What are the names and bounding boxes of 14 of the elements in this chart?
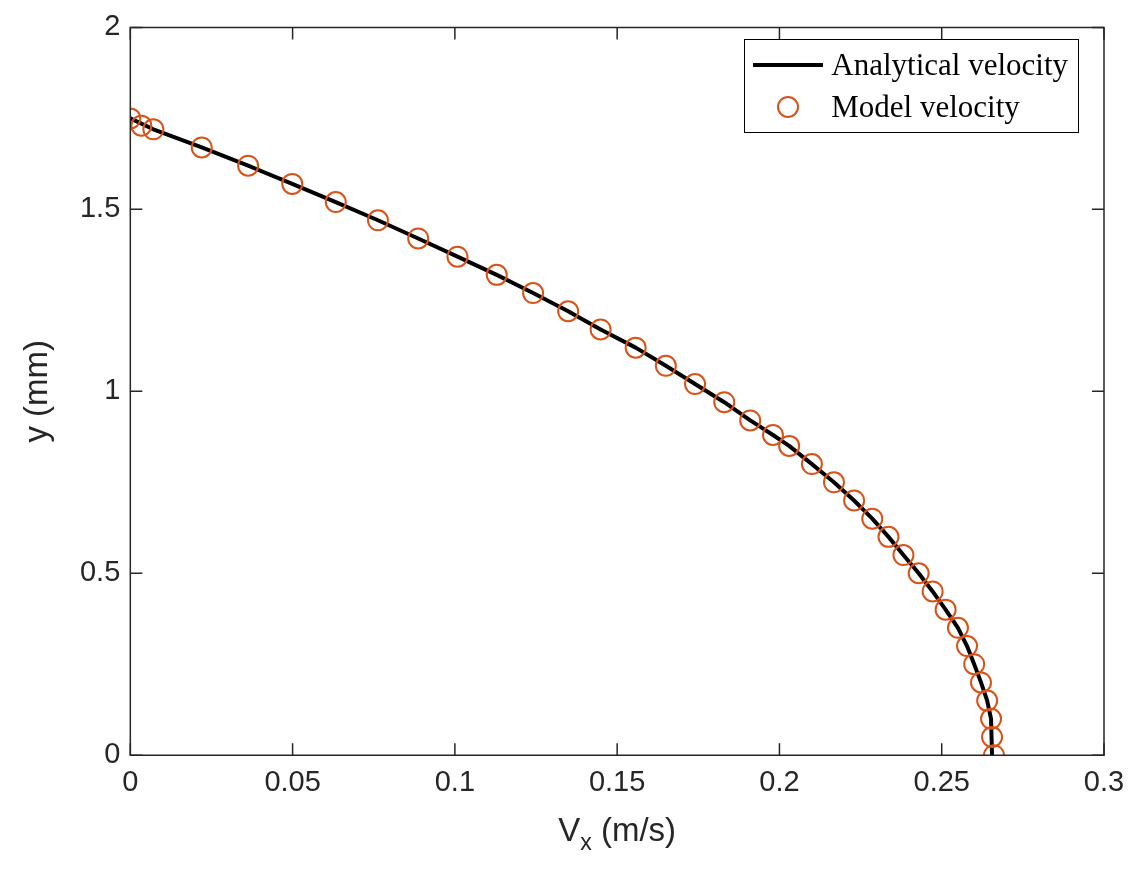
- y-tick-label: 2: [104, 9, 121, 42]
- x-tick-label: 0.3: [1083, 764, 1125, 797]
- legend-label: Analytical velocity: [831, 47, 1068, 84]
- y-tick-label: 0: [104, 737, 121, 770]
- x-tick-label: 0.2: [759, 764, 800, 797]
- x-tick-label: 0.15: [588, 764, 646, 797]
- y-tick-label: 1: [104, 373, 121, 406]
- y-tick-label: 0.5: [79, 555, 121, 588]
- legend-label: Model velocity: [831, 89, 1020, 126]
- x-tick-label: 0.05: [264, 764, 321, 797]
- x-tick-label: 0.25: [913, 764, 970, 797]
- y-tick-label: 1.5: [79, 191, 121, 224]
- x-tick-label: 0.1: [434, 764, 476, 797]
- y-axis-title: y (mm): [17, 339, 55, 443]
